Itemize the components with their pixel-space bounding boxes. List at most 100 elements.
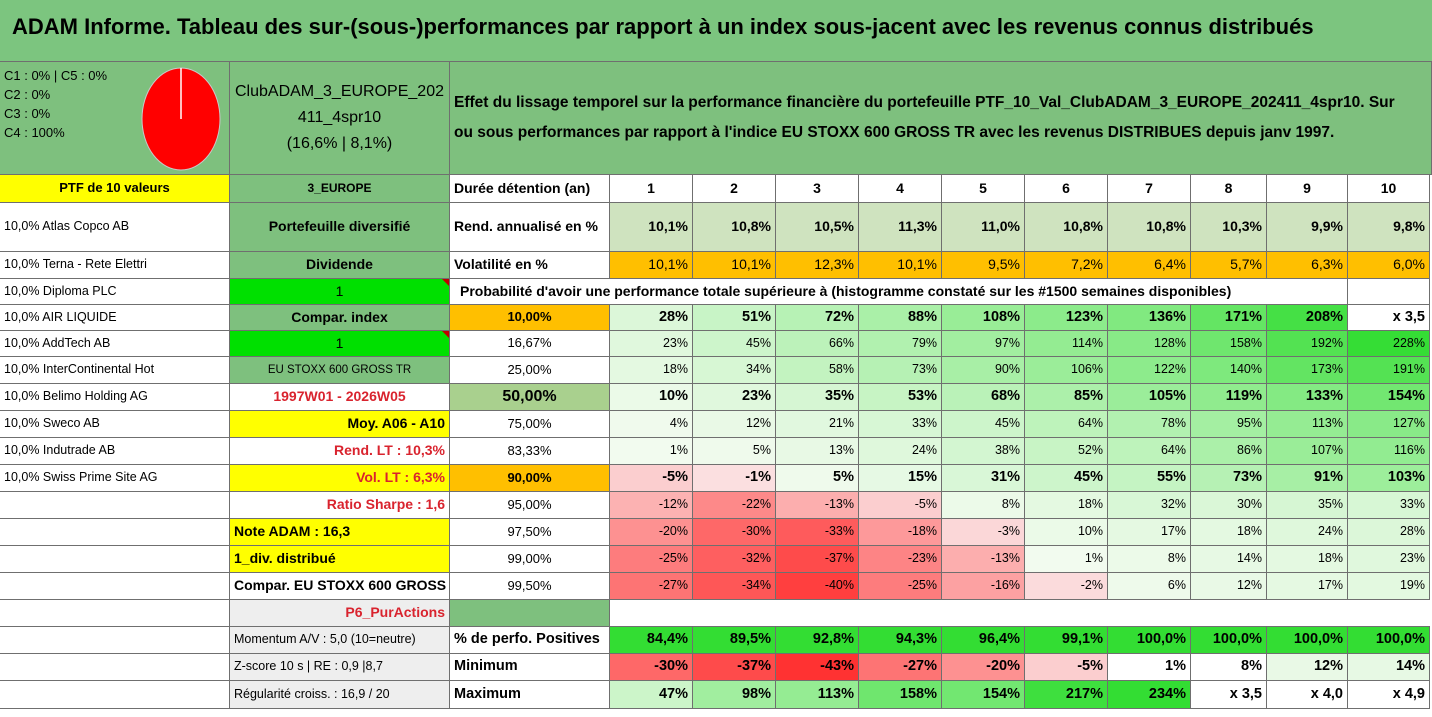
vol-value: 10,1% (693, 252, 776, 279)
probability-value: -23% (859, 546, 942, 573)
probability-threshold: 10,00% (450, 305, 610, 331)
probability-value: 13% (776, 438, 859, 465)
probability-value: 119% (1191, 384, 1267, 411)
vol-value: 10,1% (859, 252, 942, 279)
probability-value: 122% (1108, 357, 1191, 384)
rend-value: 10,3% (1191, 203, 1267, 252)
maximum-value: x 4,0 (1267, 681, 1348, 709)
info-dividende_label: Dividende (230, 252, 450, 279)
portfolio-box-line: 411_4spr10 (297, 109, 382, 126)
probability-value: 171% (1191, 305, 1267, 331)
info-compar_label: Compar. index (230, 305, 450, 331)
maximum-value: 158% (859, 681, 942, 709)
probability-value: 45% (693, 331, 776, 357)
info-zscore: Z-score 10 s | RE : 0,9 |8,7 (230, 654, 450, 681)
probability-value: 106% (1025, 357, 1108, 384)
allocation-list: C1 : 0% | C5 : 0% C2 : 0% C3 : 0% C4 : 100% (4, 62, 107, 142)
probability-value: 32% (1108, 492, 1191, 519)
holding-row: 10,0% Belimo Holding AG (0, 384, 230, 411)
maximum-value: 217% (1025, 681, 1108, 709)
probability-value: 91% (1267, 465, 1348, 492)
positive-value: 96,4% (942, 627, 1025, 654)
positive-value: 99,1% (1025, 627, 1108, 654)
empty-cell (0, 681, 230, 709)
minimum-value: -5% (1025, 654, 1108, 681)
minimum-value: -43% (776, 654, 859, 681)
probability-value: -12% (610, 492, 693, 519)
maximum-value: 154% (942, 681, 1025, 709)
info-moy: Moy. A06 - A10 (230, 411, 450, 438)
probability-value: 35% (1267, 492, 1348, 519)
probability-value: 45% (942, 411, 1025, 438)
maximum-value: 234% (1108, 681, 1191, 709)
empty-cell (0, 519, 230, 546)
vol-value: 6,3% (1267, 252, 1348, 279)
probability-value: 192% (1267, 331, 1348, 357)
vol-value: 9,5% (942, 252, 1025, 279)
info-index_name: EU STOXX 600 GROSS TR (230, 357, 450, 384)
info-momentum: Momentum A/V : 5,0 (10=neutre) (230, 627, 450, 654)
probability-value: -2% (1025, 573, 1108, 600)
probability-value: 79% (859, 331, 942, 357)
probability-threshold: 97,50% (450, 519, 610, 546)
probability-value: 33% (859, 411, 942, 438)
empty-cell (610, 600, 1430, 627)
probability-value: 52% (1025, 438, 1108, 465)
probability-value: 116% (1348, 438, 1430, 465)
probability-value: 35% (776, 384, 859, 411)
info-compar_full: Compar. EU STOXX 600 GROSS TR (230, 573, 450, 600)
minimum-value: -20% (942, 654, 1025, 681)
vol-value: 12,3% (776, 252, 859, 279)
rend-value: 11,0% (942, 203, 1025, 252)
probability-value: -18% (859, 519, 942, 546)
probability-value: -37% (776, 546, 859, 573)
maximum-value: 47% (610, 681, 693, 709)
probability-value: -25% (859, 573, 942, 600)
probability-value: 128% (1108, 331, 1191, 357)
minimum-value: 8% (1191, 654, 1267, 681)
info-dividende_value: 1 (230, 279, 450, 305)
probability-value: 66% (776, 331, 859, 357)
positive-value: 100,0% (1348, 627, 1430, 654)
probability-value: 86% (1191, 438, 1267, 465)
info-vol_lt: Vol. LT : 6,3% (230, 465, 450, 492)
probability-value: 95% (1191, 411, 1267, 438)
probability-value: 64% (1025, 411, 1108, 438)
description: Effet du lissage temporel sur la perform… (450, 62, 1432, 175)
duration-label: Durée détention (an) (450, 175, 610, 203)
probability-value: -32% (693, 546, 776, 573)
ptf-label: PTF de 10 valeurs (0, 175, 230, 203)
rend-value: 10,5% (776, 203, 859, 252)
vol-value: 6,4% (1108, 252, 1191, 279)
probability-value: 72% (776, 305, 859, 331)
probability-value: 68% (942, 384, 1025, 411)
rend-value: 9,8% (1348, 203, 1430, 252)
info-regularite: Régularité croiss. : 16,9 / 20 (230, 681, 450, 709)
probability-value: 18% (610, 357, 693, 384)
maximum-value: x 3,5 (1191, 681, 1267, 709)
probability-value: -1% (693, 465, 776, 492)
probability-value: 78% (1108, 411, 1191, 438)
positive-label: % de perfo. Positives (450, 627, 610, 654)
probability-value: 90% (942, 357, 1025, 384)
empty-cell (0, 600, 230, 627)
probability-value: 154% (1348, 384, 1430, 411)
rend-value: 10,8% (693, 203, 776, 252)
probability-value: 24% (859, 438, 942, 465)
info-compar_value: 1 (230, 331, 450, 357)
probability-value: 28% (1348, 519, 1430, 546)
probability-value: 21% (776, 411, 859, 438)
probability-value: -20% (610, 519, 693, 546)
empty-cell (0, 546, 230, 573)
probability-value: 58% (776, 357, 859, 384)
maximum-value: 113% (776, 681, 859, 709)
probability-threshold: 16,67% (450, 331, 610, 357)
positive-value: 84,4% (610, 627, 693, 654)
holding-row: 10,0% Indutrade AB (0, 438, 230, 465)
probability-value: -27% (610, 573, 693, 600)
probability-threshold: 83,33% (450, 438, 610, 465)
probability-value: 85% (1025, 384, 1108, 411)
vol-value: 6,0% (1348, 252, 1430, 279)
allocation-line: C1 : 0% | C5 : 0% (4, 68, 108, 83)
rend-label: Rend. annualisé en % (450, 203, 610, 252)
